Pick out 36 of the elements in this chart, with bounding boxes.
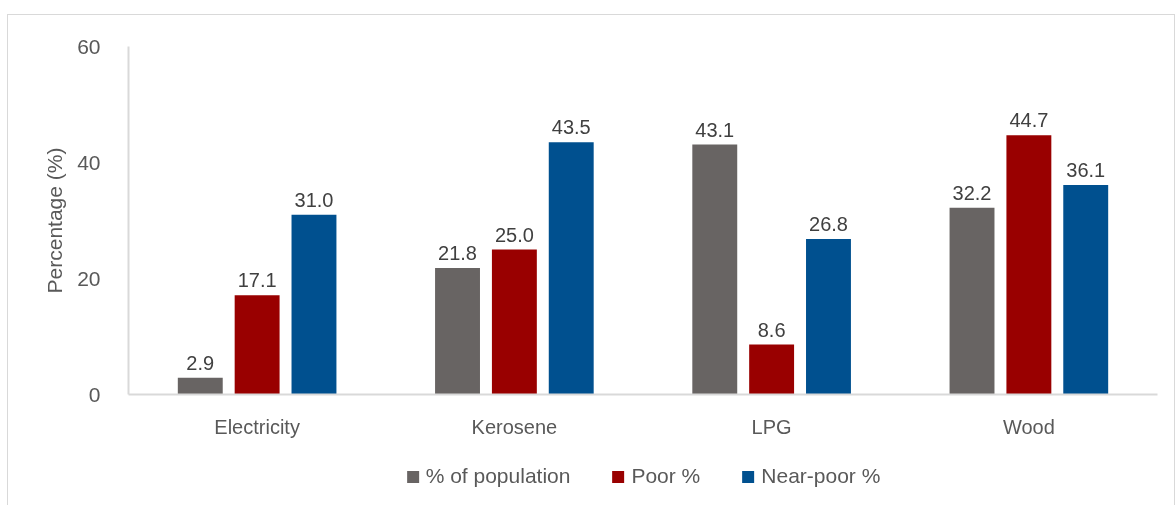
data-label: 31.0	[294, 188, 334, 211]
bar	[491, 249, 537, 395]
bar	[1063, 185, 1109, 395]
y-tick-label: 40	[77, 150, 101, 174]
data-label: 2.9	[186, 351, 215, 374]
data-label: 44.7	[1009, 109, 1049, 132]
x-tick-label: Electricity	[214, 415, 300, 438]
data-label: 21.8	[438, 242, 477, 265]
y-tick-label: 20	[77, 266, 101, 290]
bar	[291, 214, 337, 395]
data-label: 8.6	[757, 318, 786, 341]
x-tick-label: Wood	[1002, 415, 1055, 438]
x-tick-label: Kerosene	[471, 415, 558, 438]
y-tick-label: 60	[77, 34, 101, 58]
y-tick-label: 0	[88, 382, 101, 406]
bar	[177, 377, 223, 395]
data-label: 25.0	[494, 223, 534, 246]
bar	[949, 207, 995, 395]
data-label: 17.1	[237, 269, 277, 292]
data-label: 43.1	[695, 118, 735, 141]
data-label: 32.2	[952, 181, 992, 204]
data-label: 26.8	[809, 213, 848, 236]
bar	[692, 144, 738, 395]
bar	[435, 268, 480, 395]
legend-label: Poor %	[631, 464, 701, 488]
data-label: 43.5	[551, 116, 591, 139]
y-axis-title: Percentage (%)	[43, 147, 67, 294]
bar	[749, 344, 795, 395]
bar	[548, 142, 594, 395]
legend-label: % of population	[425, 464, 571, 488]
x-tick-label: LPG	[751, 415, 792, 438]
data-label: 36.1	[1066, 159, 1106, 182]
bar	[1006, 135, 1052, 395]
bar	[806, 239, 851, 395]
bar	[234, 295, 280, 395]
legend-label: Near-poor %	[761, 464, 881, 488]
